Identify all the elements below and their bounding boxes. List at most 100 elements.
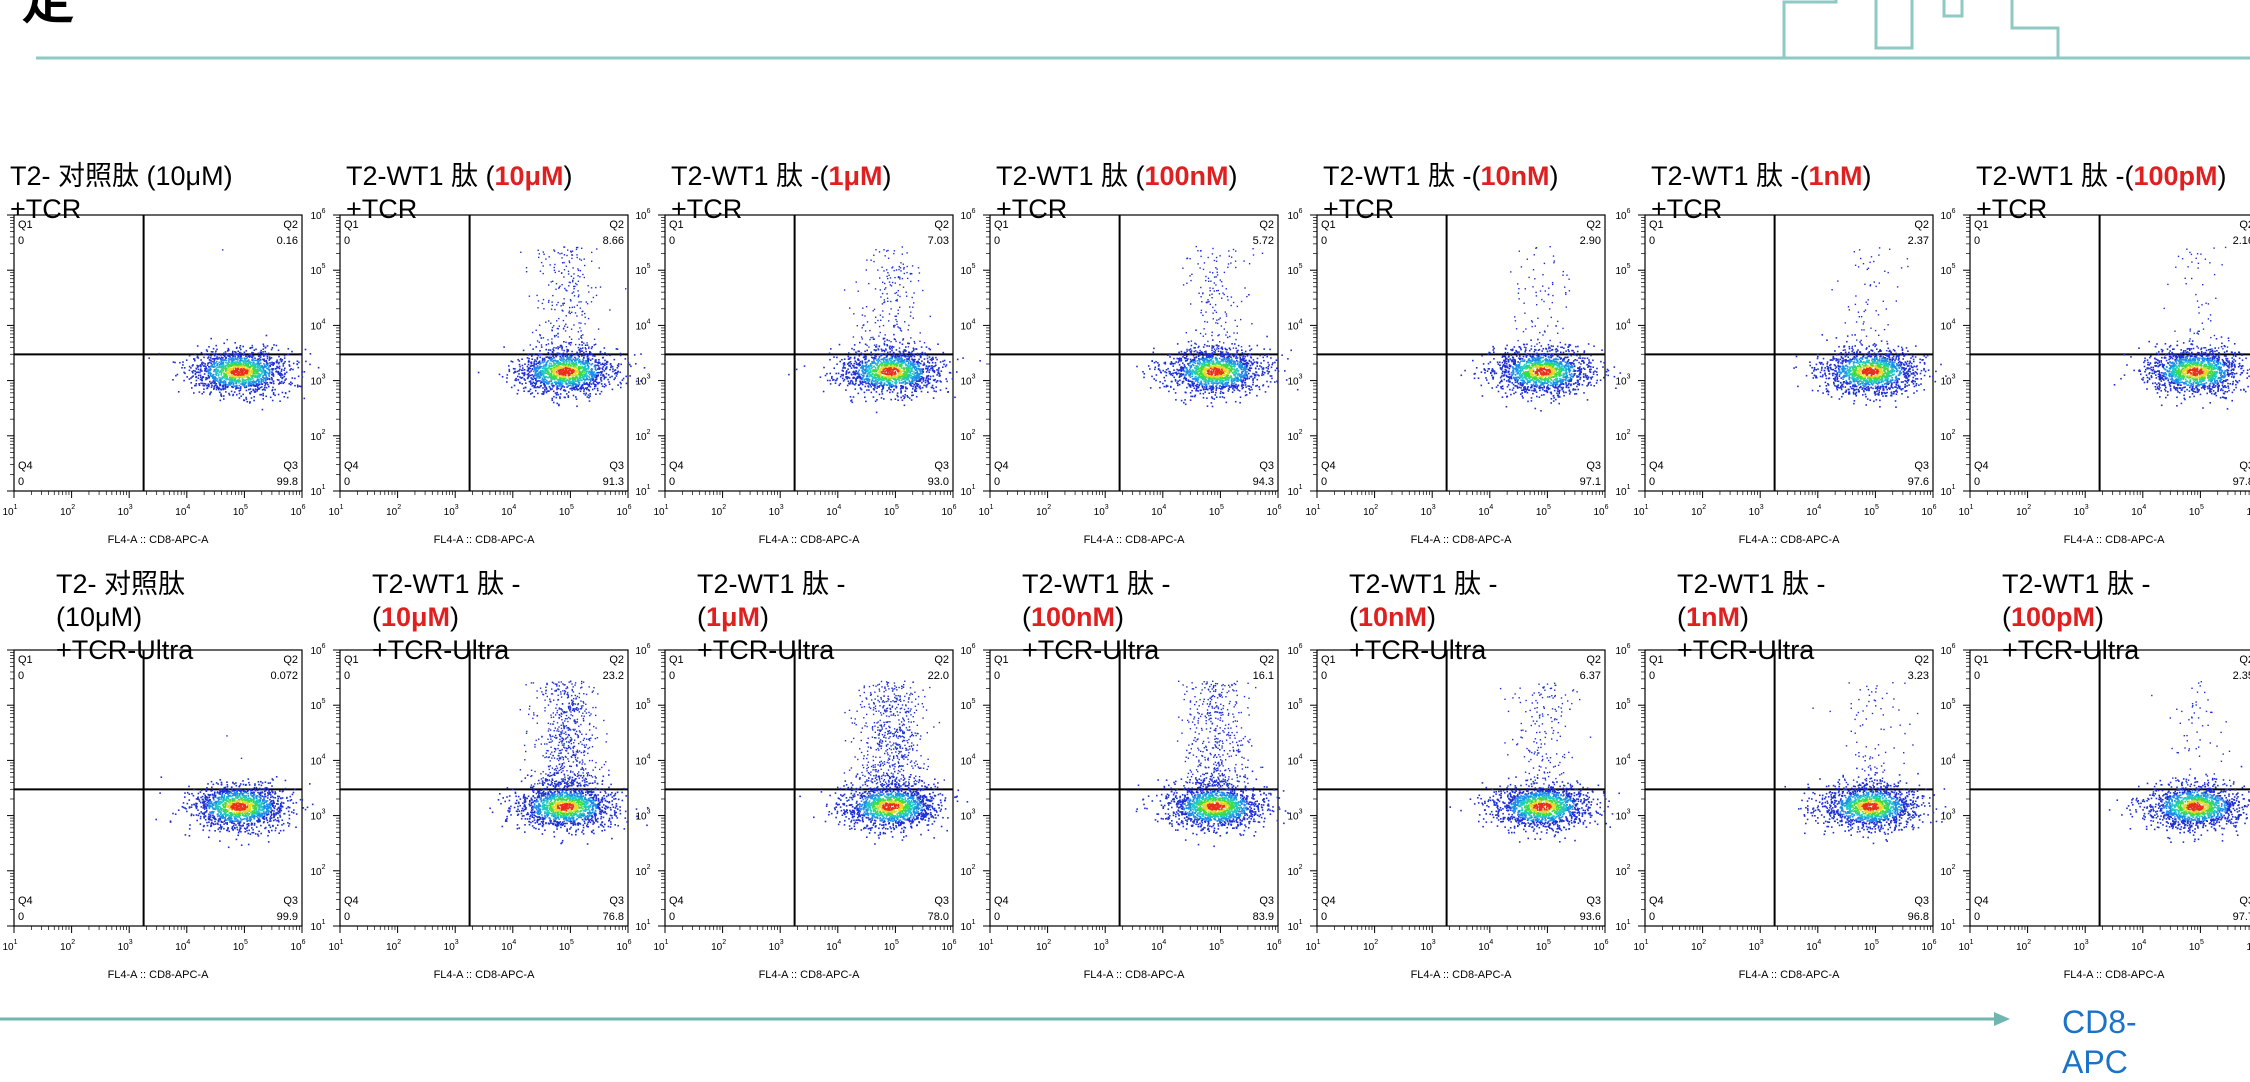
event-dot [904, 405, 906, 407]
event-dot [221, 378, 223, 380]
event-dot [558, 336, 559, 337]
event-dot [530, 375, 532, 377]
event-dot [585, 317, 586, 318]
event-dot [201, 393, 203, 395]
event-dot [552, 382, 554, 384]
event-dot [566, 393, 568, 395]
event-dot [831, 377, 833, 379]
event-dot [532, 392, 534, 394]
event-dot [196, 372, 198, 374]
event-dot [207, 364, 209, 366]
event-dot [541, 344, 542, 345]
event-dot [262, 395, 264, 397]
event-dot [236, 363, 238, 365]
event-dot [228, 366, 230, 368]
event-dot [902, 360, 904, 362]
event-dot [924, 364, 926, 366]
event-dot [211, 387, 213, 389]
event-dot [263, 348, 265, 350]
event-dot [532, 379, 534, 381]
event-dot [568, 386, 570, 388]
event-dot [262, 353, 264, 355]
event-dot [507, 374, 509, 376]
event-dot [901, 357, 903, 359]
event-dot [844, 364, 846, 366]
event-dot [907, 396, 909, 398]
event-dot [563, 366, 565, 368]
event-dot [609, 383, 611, 385]
event-dot [877, 362, 879, 364]
event-dot [551, 342, 552, 343]
event-dot [245, 374, 247, 376]
event-dot [594, 376, 596, 378]
event-dot [887, 390, 889, 392]
event-dot [883, 376, 885, 378]
event-dot [905, 346, 907, 348]
event-dot [518, 370, 520, 372]
event-dot [547, 390, 549, 392]
event-dot [206, 349, 208, 351]
event-dot [569, 262, 570, 263]
event-dot [533, 364, 535, 366]
event-dot [210, 355, 212, 357]
y-tick-label: 101 [310, 484, 325, 498]
event-dot [193, 358, 195, 360]
event-dot [284, 396, 286, 398]
event-dot [835, 380, 837, 382]
event-dot [241, 358, 243, 360]
event-dot [539, 364, 541, 366]
event-dot [574, 286, 575, 287]
event-dot [854, 384, 856, 386]
event-dot [568, 358, 570, 360]
event-dot [251, 352, 253, 354]
event-dot [532, 385, 534, 387]
event-dot [556, 335, 557, 336]
event-dot [216, 389, 218, 391]
event-dot [268, 374, 270, 376]
event-dot [563, 298, 564, 299]
event-dot [926, 384, 928, 386]
event-dot [932, 362, 934, 364]
event-dot [539, 380, 541, 382]
event-dot [571, 339, 572, 340]
event-dot [920, 353, 922, 355]
event-dot [604, 365, 606, 367]
event-dot [896, 349, 898, 351]
event-dot [541, 262, 542, 263]
event-dot [550, 368, 552, 370]
event-dot [587, 396, 589, 398]
event-dot [561, 257, 562, 258]
event-dot [224, 374, 226, 376]
event-dot [559, 253, 560, 254]
event-dot [260, 387, 262, 389]
event-dot [549, 365, 551, 367]
x-tick-exponent: 3 [129, 504, 133, 511]
event-dot [936, 381, 938, 383]
event-dot [876, 391, 878, 393]
event-dot [580, 389, 582, 391]
event-dot [207, 377, 209, 379]
event-dot [227, 355, 229, 357]
event-dot [233, 373, 235, 375]
event-dot [584, 258, 585, 259]
event-dot [239, 377, 241, 379]
event-dot [278, 373, 280, 375]
event-dot [872, 357, 874, 359]
event-dot [527, 366, 529, 368]
event-dot [195, 383, 197, 385]
event-dot [594, 386, 596, 388]
event-dot [880, 364, 882, 366]
event-dot [829, 359, 831, 361]
event-dot [221, 374, 223, 376]
event-dot [267, 384, 269, 386]
event-dot [284, 355, 286, 357]
event-dot [853, 396, 855, 398]
event-dot [820, 376, 822, 378]
event-dot [281, 378, 283, 380]
event-dot [587, 356, 589, 358]
event-dot [853, 349, 855, 351]
event-dot [213, 361, 215, 363]
event-dot [561, 360, 563, 362]
x-tick-label: 101 [2, 504, 17, 518]
event-dot [261, 370, 263, 372]
